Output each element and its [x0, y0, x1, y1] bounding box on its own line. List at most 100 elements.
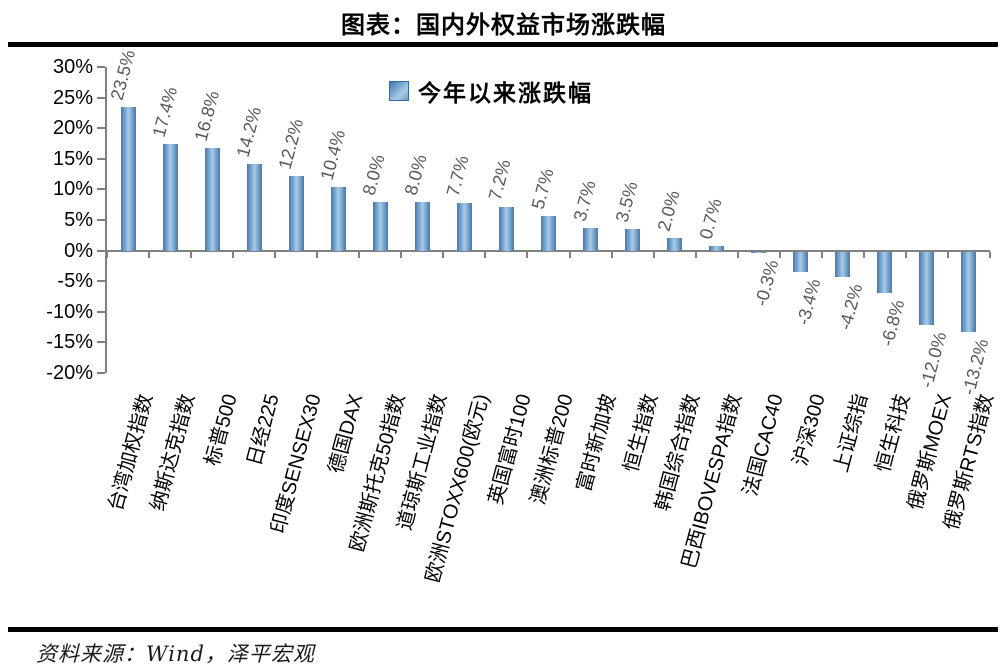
y-axis-line [105, 67, 107, 373]
category-label: 台湾加权指数 [104, 391, 158, 514]
top-divider [8, 42, 998, 47]
x-tick [862, 251, 865, 258]
bar [667, 238, 683, 251]
bar [246, 163, 262, 251]
legend-label: 今年以来涨跌幅 [418, 80, 593, 107]
y-tick-label: 20% [52, 117, 93, 140]
value-label: 7.2% [485, 156, 516, 202]
category-label: 沪深300 [789, 391, 831, 469]
value-label: 12.2% [274, 116, 308, 172]
y-tick-label: 10% [52, 178, 93, 201]
category-label: 澳洲标普200 [527, 391, 578, 507]
category-label: 韩国综合指数 [651, 391, 704, 514]
y-tick-label: -15% [46, 331, 93, 354]
y-tick [97, 127, 105, 130]
x-tick [989, 251, 991, 258]
bar [162, 144, 178, 251]
x-tick [274, 251, 277, 258]
bar [204, 147, 220, 251]
bar [835, 251, 851, 278]
value-label: 8.0% [400, 152, 431, 197]
value-label: 14.2% [232, 104, 266, 159]
x-tick [568, 251, 571, 258]
value-label: -0.3% [750, 258, 783, 309]
zero-line [107, 249, 990, 252]
y-tick [97, 249, 105, 252]
bar [414, 201, 430, 251]
chart-title: 图表：国内外权益市场涨跌幅 [341, 10, 666, 39]
value-label: 7.7% [443, 153, 473, 199]
category-label: 富时新加坡 [572, 391, 620, 495]
value-label: 8.0% [358, 152, 389, 197]
y-tick [97, 157, 105, 160]
bar [793, 251, 809, 273]
bar [919, 251, 935, 326]
bar [541, 215, 556, 251]
y-tick [97, 219, 105, 221]
value-label: 17.4% [148, 84, 182, 140]
y-tick-label: 15% [52, 147, 93, 170]
bottom-divider [8, 627, 998, 632]
x-tick [232, 251, 235, 258]
value-label: -3.4% [792, 277, 825, 328]
category-label: 上证综指 [830, 391, 873, 475]
x-tick [442, 251, 445, 258]
y-tick-label: 30% [52, 56, 93, 78]
y-tick [97, 96, 105, 99]
y-tick [97, 310, 105, 313]
value-label: 3.7% [569, 178, 600, 224]
value-label: -6.8% [876, 297, 909, 349]
bar [498, 206, 514, 251]
x-tick [946, 251, 949, 258]
x-tick [610, 251, 613, 258]
source-note: 资料来源：Wind，泽平宏观 [36, 642, 315, 666]
category-label: 英国富时100 [485, 391, 536, 507]
y-tick [97, 188, 105, 191]
bar [625, 229, 641, 251]
category-label: 日经225 [243, 391, 284, 469]
x-tick [358, 251, 361, 258]
y-tick [97, 341, 105, 344]
value-label: -4.2% [834, 282, 867, 333]
value-label: 10.4% [316, 127, 350, 183]
x-tick [652, 251, 655, 258]
x-tick [316, 251, 319, 258]
category-label: 标普500 [201, 391, 242, 469]
y-tick-label: 5% [64, 209, 93, 231]
y-tick [97, 66, 105, 68]
bar [877, 251, 893, 294]
category-label: 纳斯达克指数 [147, 391, 200, 514]
value-label: 0.7% [695, 196, 726, 242]
value-label: 23.5% [106, 47, 140, 103]
value-label: 2.0% [653, 188, 684, 234]
x-tick [484, 251, 487, 258]
bar [372, 201, 388, 251]
y-tick [97, 280, 105, 283]
value-label: 3.5% [611, 179, 642, 225]
bar [456, 203, 472, 251]
y-tick-label: -10% [46, 300, 93, 323]
y-tick [97, 372, 105, 374]
x-tick [904, 251, 907, 258]
x-tick [106, 251, 108, 258]
category-label: 德国DAX [325, 391, 368, 476]
value-label: 16.8% [190, 88, 224, 144]
x-tick [190, 251, 193, 258]
x-tick [526, 251, 529, 258]
legend-swatch-icon [389, 81, 409, 101]
value-label: 5.7% [527, 166, 558, 211]
bar [120, 106, 136, 251]
y-tick-label: 25% [52, 86, 93, 109]
bar [583, 227, 599, 251]
x-tick [736, 251, 739, 258]
x-tick [400, 251, 403, 258]
bar [751, 251, 767, 254]
y-tick-label: -20% [46, 362, 93, 384]
value-label: -12.0% [916, 329, 951, 391]
bar [288, 175, 304, 251]
category-label: 法国CAC40 [739, 391, 789, 499]
category-label: 俄罗斯MOEX [904, 391, 957, 513]
legend: 今年以来涨跌幅 [389, 74, 593, 108]
